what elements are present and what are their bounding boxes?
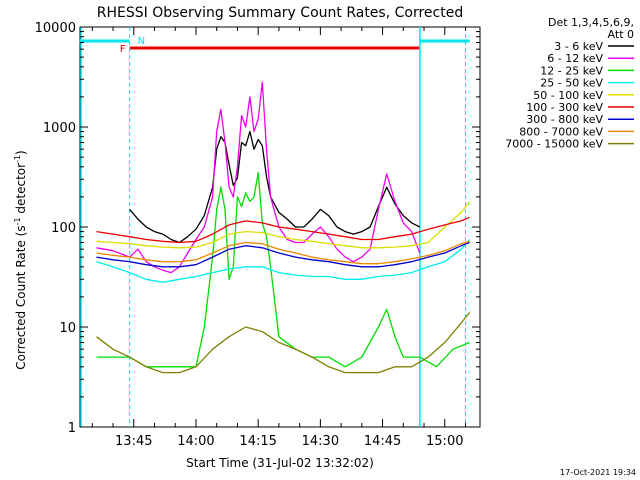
night-flag-label: N: [138, 36, 145, 47]
axis-layer: 1 10 100 1000 10000 13:45 14:00 14:15 14:30 14:45…: [35, 21, 480, 449]
y-tick-label: 10: [59, 321, 76, 336]
legend-label: 800 - 7000 keV: [519, 125, 603, 138]
x-tick-label: 14:00: [177, 434, 214, 449]
series-line: [96, 201, 471, 249]
chart-title: RHESSI Observing Summary Count Rates, Co…: [97, 5, 463, 21]
legend-label: 300 - 800 keV: [526, 113, 603, 126]
series-layer: [96, 81, 471, 374]
x-tick-label: 14:45: [364, 434, 401, 449]
legend-label: 12 - 25 keV: [540, 64, 603, 77]
y-axis-label: Corrected Count Rate (s-1 detector-1): [13, 150, 28, 369]
attenuator-state: Att 0: [608, 28, 634, 41]
series-line: [96, 241, 470, 268]
legend-label: 7000 - 15000 keV: [505, 138, 603, 151]
series-line: [96, 81, 421, 274]
series-line: [96, 240, 470, 265]
y-label-mid: detector: [14, 163, 28, 218]
x-tick-label: 14:30: [302, 434, 339, 449]
legend-label: 6 - 12 keV: [547, 52, 603, 65]
series-line: [96, 311, 471, 374]
plot-area: N F 1 10 100 1000 10000 13:45 14:00 14:15 14:30 14…: [35, 21, 481, 449]
y-tick-label: 1000: [43, 121, 76, 136]
flare-flag-label: F: [120, 44, 126, 55]
x-tick-label: 13:45: [115, 434, 152, 449]
y-label-sup2: -1: [13, 155, 22, 163]
legend-label: 100 - 300 keV: [526, 101, 603, 114]
x-tick-label: 15:00: [426, 434, 463, 449]
y-label-end: ): [14, 150, 28, 155]
x-tick-label: 14:15: [239, 434, 276, 449]
y-label-main: Corrected Count Rate (s: [14, 225, 28, 369]
generation-timestamp: 17-Oct-2021 19:34: [560, 468, 636, 477]
legend-label: 50 - 100 keV: [533, 89, 603, 102]
y-tick-label: 1: [68, 421, 76, 436]
detector-header: Det 1,3,4,5,6,9,: [548, 16, 634, 29]
legend-label: 25 - 50 keV: [540, 77, 603, 90]
x-axis-label: Start Time (31-Jul-02 13:32:02): [186, 456, 374, 470]
series-line: [129, 130, 421, 244]
y-tick-label: 10000: [35, 21, 76, 36]
series-line: [96, 216, 470, 244]
series-line: [96, 239, 471, 283]
y-tick-label: 100: [51, 221, 76, 236]
y-label-sup1: -1: [13, 217, 22, 225]
legend-label: 3 - 6 keV: [554, 40, 603, 53]
